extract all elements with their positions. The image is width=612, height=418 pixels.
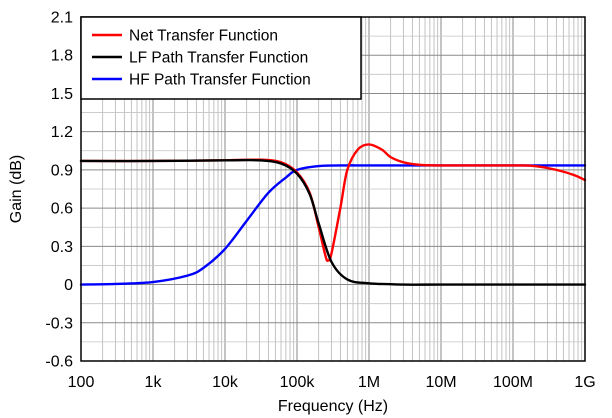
x-tick-label: 100 xyxy=(68,374,95,391)
legend: Net Transfer Function LF Path Transfer Fu… xyxy=(80,16,362,100)
y-tick-label: 2.1 xyxy=(51,10,73,27)
y-axis-title: Gain (dB) xyxy=(8,155,25,223)
y-tick-label: 0.6 xyxy=(51,201,73,218)
x-axis-title: Frequency (Hz) xyxy=(278,398,388,415)
y-tick-label: 1.8 xyxy=(51,48,73,65)
x-tick-label: 1M xyxy=(358,374,380,391)
series-layer xyxy=(79,143,587,286)
x-tick-labels: 100 1k 10k 100k 1M 10M 100M 1G xyxy=(68,374,596,391)
legend-label: Net Transfer Function xyxy=(129,28,278,45)
x-tick-label: 10k xyxy=(212,374,239,391)
legend-label: LF Path Transfer Function xyxy=(129,50,308,67)
legend-label: HF Path Transfer Function xyxy=(129,72,311,89)
y-tick-labels: -0.6 -0.3 0 0.3 0.6 0.9 1.2 1.5 1.8 2.1 xyxy=(45,10,73,371)
x-tick-label: 10M xyxy=(425,374,456,391)
series-line-lf-path-transfer-function xyxy=(79,158,587,286)
x-tick-label: 1G xyxy=(574,374,595,391)
y-tick-label: 0.3 xyxy=(51,239,73,256)
x-tick-label: 1k xyxy=(145,374,163,391)
x-tick-label: 100M xyxy=(493,374,533,391)
legend-box xyxy=(80,16,362,100)
y-tick-label: 1.2 xyxy=(51,124,73,141)
y-tick-label: 0.9 xyxy=(51,162,73,179)
y-tick-label: 1.5 xyxy=(51,86,73,103)
x-tick-label: 100k xyxy=(280,374,316,391)
y-tick-label: -0.3 xyxy=(45,315,73,332)
y-tick-label: -0.6 xyxy=(45,354,73,371)
y-tick-label: 0 xyxy=(64,277,73,294)
